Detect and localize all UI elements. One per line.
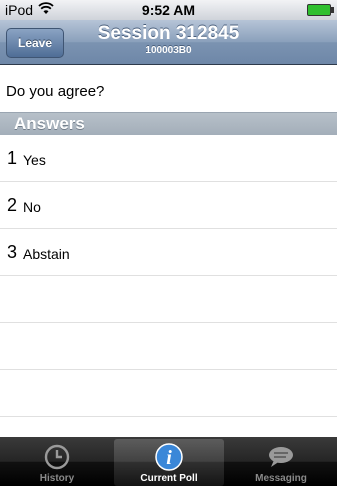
answers-header-label: Answers [14, 114, 85, 133]
answers-list: 1 Yes 2 No 3 Abstain [0, 135, 337, 464]
answer-label: Abstain [23, 246, 70, 262]
answer-number: 1 [7, 148, 18, 168]
answer-label: Yes [23, 152, 46, 168]
answers-section-header: Answers [0, 112, 337, 136]
answer-label: No [23, 199, 41, 215]
tab-label: Messaging [255, 473, 307, 484]
wifi-icon [38, 1, 54, 18]
tab-current-poll[interactable]: i Current Poll [114, 439, 224, 486]
tab-messaging[interactable]: Messaging [226, 439, 336, 486]
battery-charging-icon [307, 4, 334, 16]
tab-label: Current Poll [140, 473, 198, 484]
tab-history[interactable]: History [2, 439, 112, 486]
carrier-label: iPod [5, 2, 34, 18]
answer-number: 3 [7, 242, 18, 262]
empty-row [0, 276, 337, 323]
answer-row-1[interactable]: 1 Yes [0, 135, 337, 182]
svg-text:i: i [166, 447, 172, 469]
leave-button[interactable]: Leave [6, 28, 65, 58]
info-circle-icon: i [114, 442, 224, 472]
empty-row [0, 370, 337, 417]
answer-row-3[interactable]: 3 Abstain [0, 229, 337, 276]
navigation-bar: Leave Session 312845 100003B0 [0, 20, 337, 65]
answer-row-2[interactable]: 2 No [0, 182, 337, 229]
session-title: Session 312845 [97, 23, 240, 44]
tab-label: History [39, 473, 75, 484]
clock-icon [2, 442, 112, 472]
question-text: Do you agree? [6, 83, 105, 100]
tab-bar: History i Current Poll Messaging [0, 437, 337, 486]
status-bar: iPod 9:52 AM [0, 0, 337, 20]
status-time: 9:52 AM [141, 2, 196, 18]
speech-bubble-icon [226, 442, 336, 472]
session-id: 100003B0 [145, 45, 192, 56]
question-cell: Do you agree? [0, 65, 337, 111]
empty-row [0, 323, 337, 370]
answer-number: 2 [7, 195, 18, 215]
